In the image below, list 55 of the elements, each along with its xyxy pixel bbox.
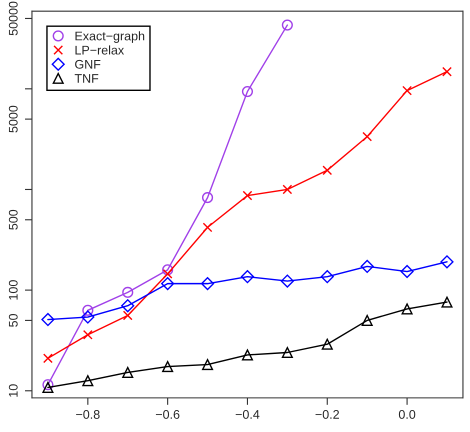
y-tick-label: 100 <box>8 280 18 300</box>
point <box>82 304 94 316</box>
y-tick-label: 50 <box>8 314 18 327</box>
point <box>360 260 374 273</box>
point <box>242 349 254 360</box>
point <box>280 274 294 288</box>
point <box>282 184 292 194</box>
point <box>162 361 174 372</box>
point <box>43 353 53 364</box>
x-tick-label: −0.8 <box>76 410 100 419</box>
point <box>162 264 174 276</box>
point <box>441 296 453 308</box>
point <box>42 382 54 393</box>
point <box>41 312 55 326</box>
legend-label: Exact−graph <box>75 31 144 43</box>
x-tick-label: −0.6 <box>156 410 180 419</box>
x-tick-label: 0.0 <box>398 410 416 419</box>
point <box>122 286 134 298</box>
point <box>440 255 454 268</box>
point <box>81 310 94 324</box>
legend-label: LP−relax <box>75 45 124 55</box>
legend-label: TNF <box>74 74 98 83</box>
point <box>200 277 214 290</box>
point <box>202 222 212 232</box>
point <box>162 269 173 279</box>
point <box>402 86 412 96</box>
point <box>121 299 134 312</box>
point <box>161 277 174 290</box>
y-tick-label: 500 <box>8 210 18 230</box>
x-tick-label: −0.2 <box>316 410 339 419</box>
point <box>282 346 293 358</box>
point <box>322 165 332 176</box>
x-tick-label: −0.4 <box>236 410 260 419</box>
point <box>122 366 134 378</box>
point <box>122 310 133 320</box>
point <box>282 20 293 31</box>
point <box>240 270 254 284</box>
point <box>242 86 254 98</box>
point <box>242 190 252 200</box>
point <box>362 314 373 326</box>
point <box>402 303 413 315</box>
y-tick-label: 10 <box>8 384 18 397</box>
point <box>442 66 452 77</box>
point <box>400 264 414 278</box>
point <box>202 359 214 370</box>
point <box>322 338 333 350</box>
point <box>362 132 372 142</box>
point <box>82 330 93 340</box>
point <box>82 375 94 386</box>
point <box>320 270 334 284</box>
point <box>202 192 214 204</box>
y-tick-label: 5000 <box>8 106 18 133</box>
y-tick-label: 50000 <box>8 2 18 36</box>
point <box>42 379 54 390</box>
legend-label: GNF <box>75 60 100 69</box>
